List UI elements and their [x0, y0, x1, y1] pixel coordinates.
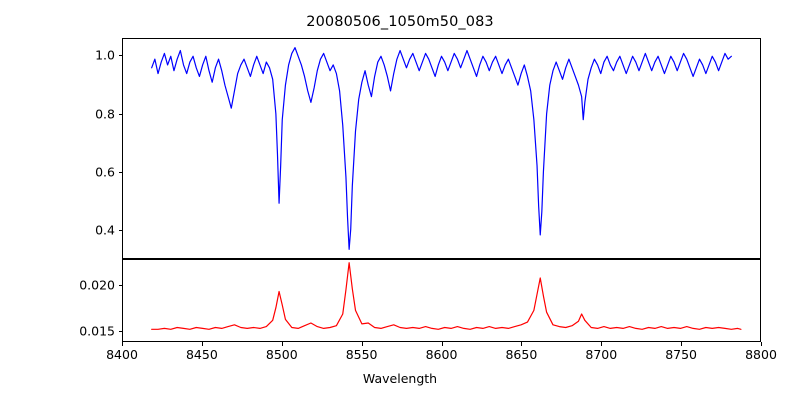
x-tick-mark — [601, 342, 603, 346]
x-tick-mark — [441, 342, 443, 346]
y-tick-label: 0.8 — [95, 106, 115, 122]
y-tick-mark — [118, 284, 122, 286]
x-tick-mark — [201, 342, 203, 346]
x-tick-label: 8700 — [585, 347, 618, 362]
figure-title: 20080506_1050m50_083 — [306, 14, 494, 30]
spectrum-plot-panel — [122, 38, 761, 259]
y-tick-mark — [118, 330, 122, 332]
x-tick-mark — [281, 342, 283, 346]
x-tick-label: 8500 — [265, 347, 298, 362]
y-tick-mark — [118, 171, 122, 173]
y-tick-mark — [118, 113, 122, 115]
y-tick-label: 0.6 — [95, 164, 115, 180]
y-tick-label: 0.4 — [95, 222, 115, 238]
error-line-series — [123, 260, 760, 341]
error-plot-panel — [122, 259, 761, 342]
y-tick-label: 0.020 — [79, 277, 115, 293]
x-tick-mark — [361, 342, 363, 346]
x-tick-mark — [761, 342, 763, 346]
x-tick-label: 8550 — [345, 347, 378, 362]
x-tick-label: 8400 — [106, 347, 138, 362]
x-tick-mark — [521, 342, 523, 346]
spectrum-line-series — [123, 39, 760, 258]
y-tick-label: 1.0 — [95, 47, 115, 63]
y-tick-mark — [118, 229, 122, 231]
y-tick-mark — [118, 55, 122, 57]
x-tick-label: 8600 — [425, 347, 458, 362]
x-axis-label: Wavelength — [362, 371, 438, 386]
x-tick-mark — [681, 342, 683, 346]
x-tick-label: 8650 — [505, 347, 538, 362]
x-tick-label: 8750 — [665, 347, 697, 362]
y-tick-label: 0.015 — [79, 323, 115, 339]
x-tick-mark — [122, 342, 124, 346]
x-tick-label: 8800 — [745, 347, 777, 362]
x-tick-label: 8450 — [185, 347, 218, 362]
